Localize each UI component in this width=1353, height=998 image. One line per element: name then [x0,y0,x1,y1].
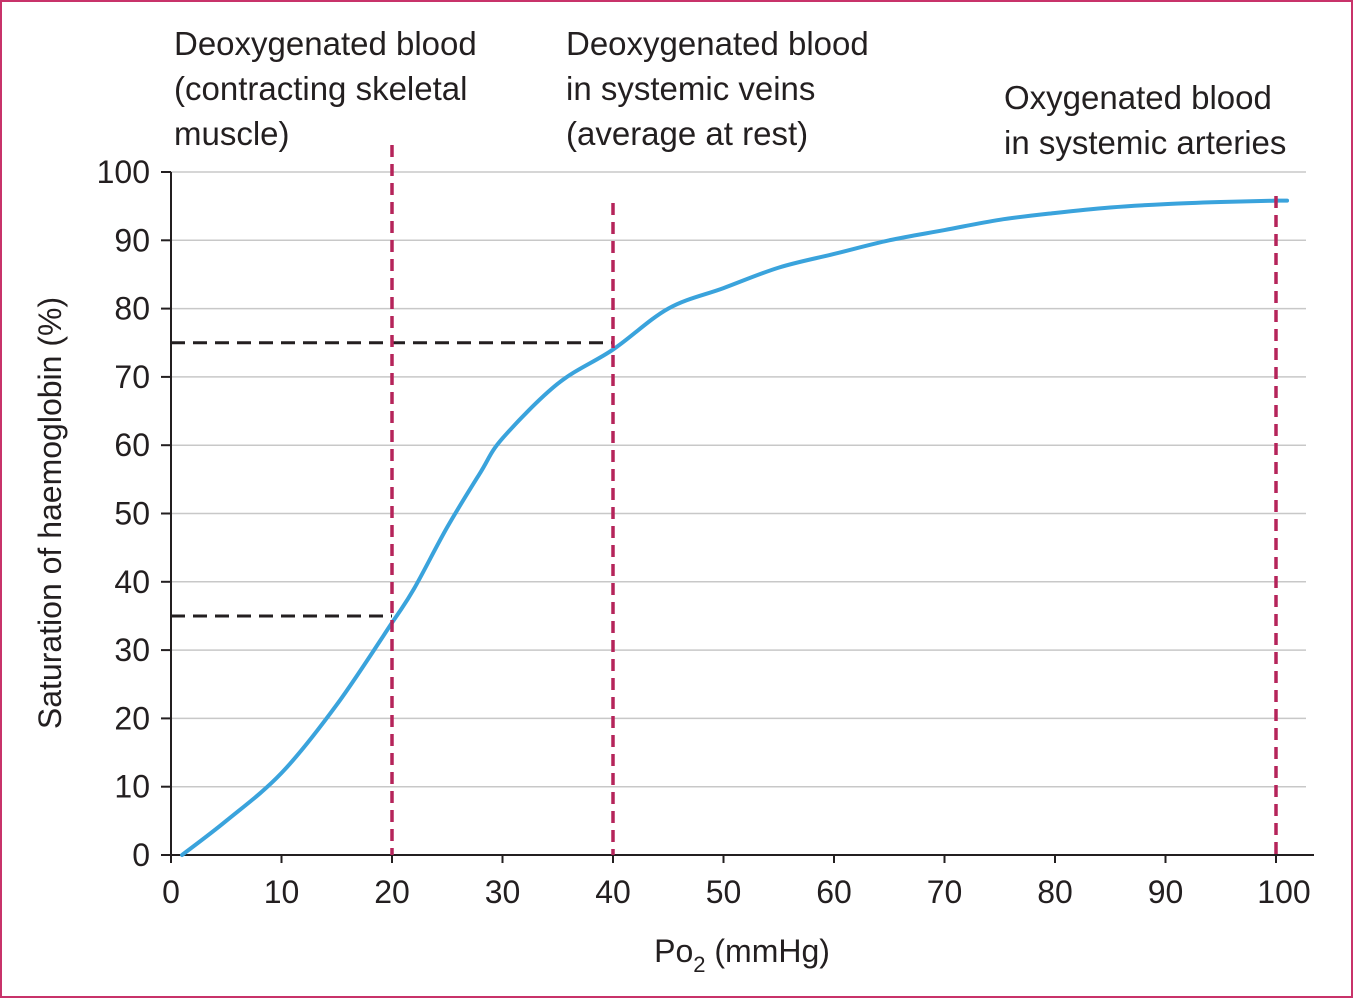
x-tick-label: 20 [374,874,410,910]
y-tick-label: 100 [97,154,150,190]
annotation-line: (contracting skeletal [174,70,467,107]
marker-annotation: Deoxygenated blood in systemic veins (aver… [566,25,869,152]
saturation-curve-line [180,198,1290,857]
x-tick-label: 80 [1037,874,1073,910]
x-tick-label: 70 [927,874,963,910]
x-tick-label: 40 [595,874,631,910]
y-tick-label: 50 [114,496,150,532]
marker-annotation: Deoxygenated blood (contracting skeletal m… [174,25,477,152]
y-tick-label: 90 [114,222,150,258]
y-tick-label: 30 [114,632,150,668]
x-axis-label-subscript: 2 [693,952,705,977]
grid-lines [171,171,1306,788]
annotation-line: in systemic veins [566,70,815,107]
y-tick-label: 70 [114,359,150,395]
x-axis-label-unit: (mmHg) [705,933,829,969]
dissociation-curve [180,198,1290,857]
x-tick-label: 100 [1257,874,1310,910]
annotation-line: muscle) [174,115,290,152]
marker-annotation: Oxygenated blood in systemic arteries [1004,79,1286,161]
y-tick-label: 10 [114,769,150,805]
vertical-markers [390,145,1278,855]
y-tick-label: 20 [114,700,150,736]
x-tick-label: 0 [162,874,180,910]
y-tick-label: 40 [114,564,150,600]
annotation-line: (average at rest) [566,115,808,152]
y-tick-label: 80 [114,291,150,327]
y-tick-label: 0 [132,837,150,873]
x-tick-label: 10 [264,874,300,910]
tick-labels: 0 10 20 30 40 50 60 70 80 90 100 0 10 20 30 40 50 60 70 80 9… [97,154,1311,910]
annotations: Deoxygenated blood (contracting skeletal m… [174,25,1286,161]
annotation-line: Oxygenated blood [1004,79,1272,116]
x-tick-label: 60 [816,874,852,910]
x-axis-label-main: Po [654,933,693,969]
annotation-line: Deoxygenated blood [174,25,477,62]
y-tick-label: 60 [114,427,150,463]
x-tick-label: 50 [706,874,742,910]
y-axis-label: Saturation of haemoglobin (%) [32,297,68,729]
annotation-line: Deoxygenated blood [566,25,869,62]
x-tick-label: 30 [485,874,521,910]
x-tick-label: 90 [1148,874,1184,910]
x-axis-label: Po2 (mmHg) [654,933,830,977]
annotation-line: in systemic arteries [1004,124,1286,161]
